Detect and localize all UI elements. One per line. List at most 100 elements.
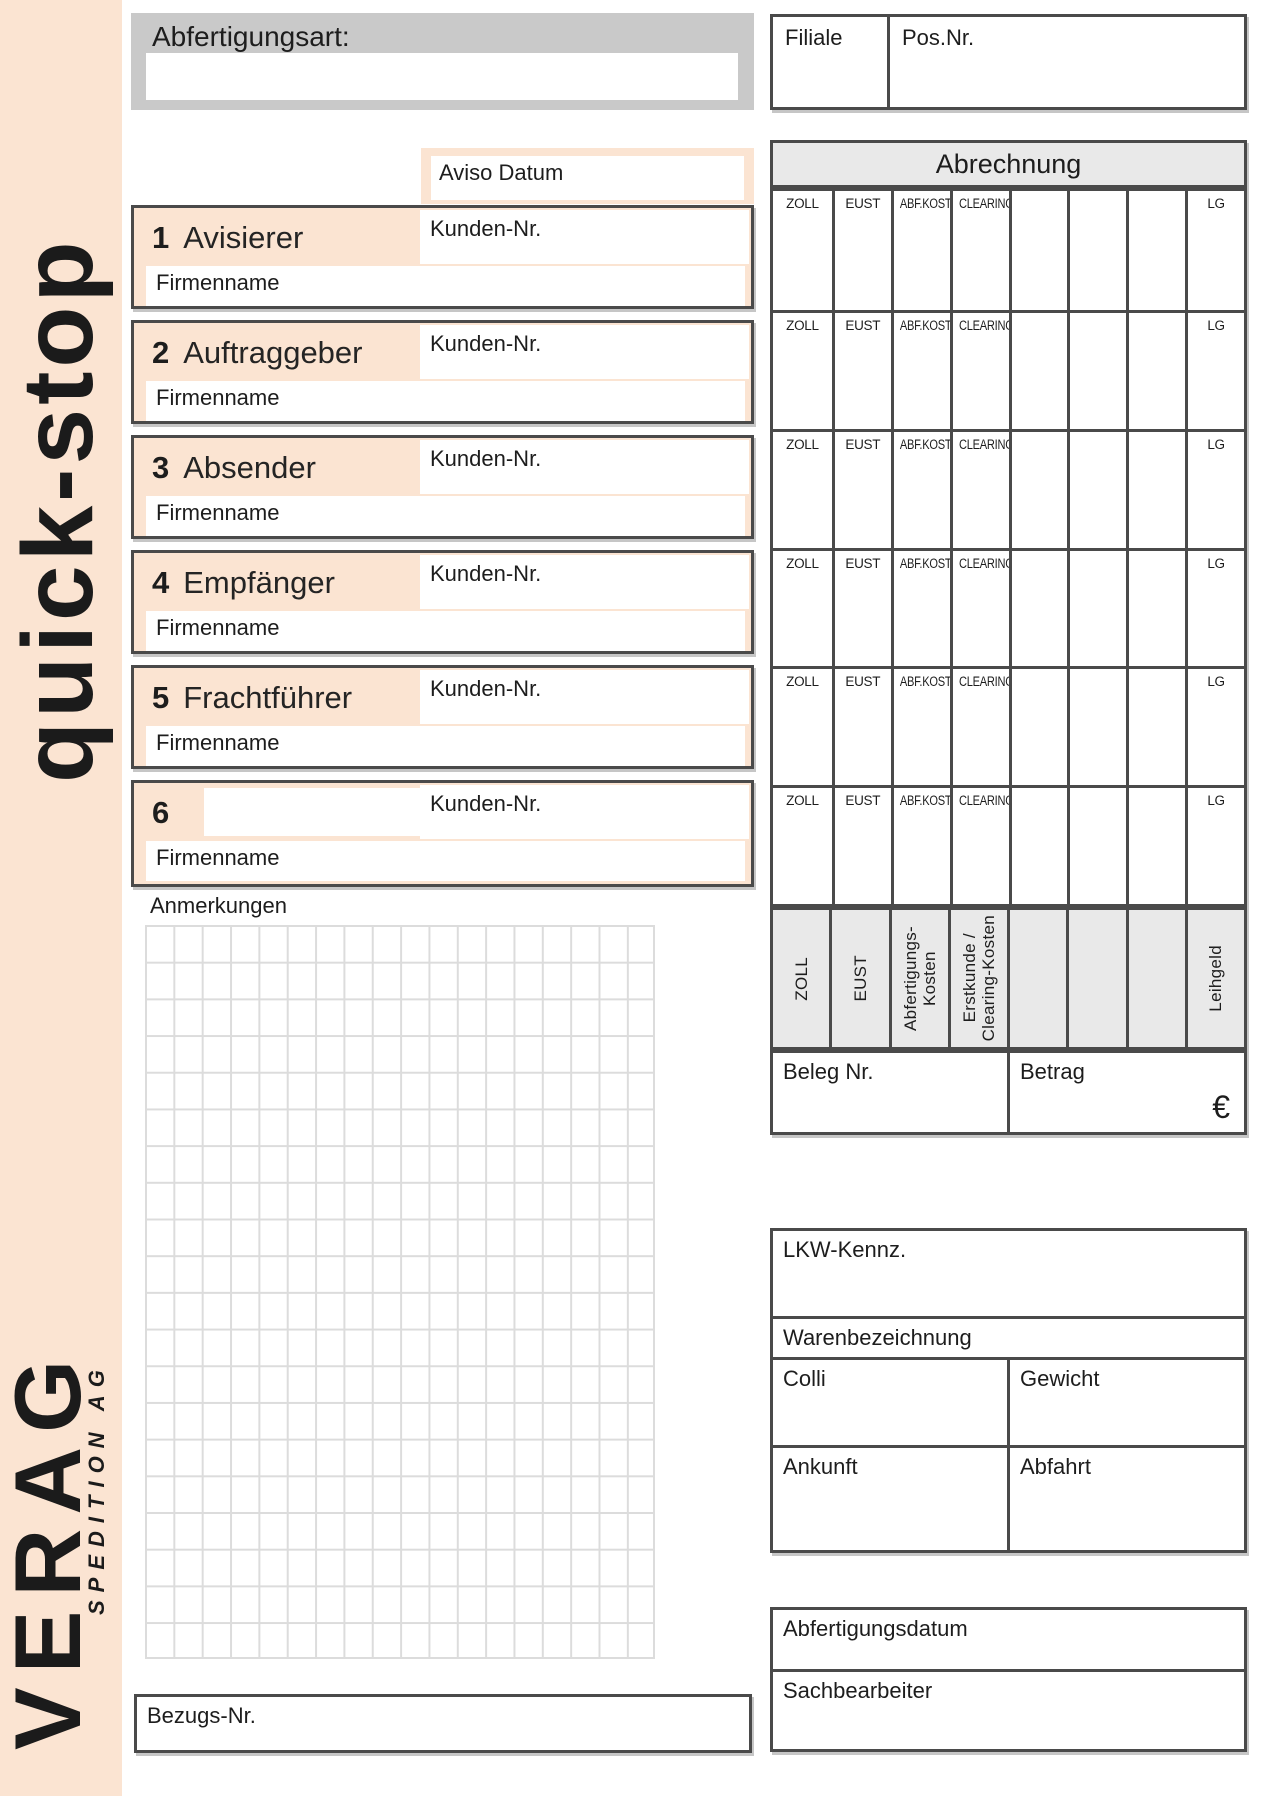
kunden-nr-field-1[interactable]: Kunden-Nr. — [420, 210, 749, 264]
bezugs-nr-label: Bezugs-Nr. — [147, 1703, 256, 1728]
abrechnung-cell-r4-c1[interactable]: ZOLL — [773, 547, 832, 667]
party-number: 3 — [152, 450, 170, 485]
abrechnung-col-header: LG — [1207, 793, 1225, 809]
firmenname-label: Firmenname — [156, 270, 280, 295]
abrechnung-cell-r6-c7[interactable] — [1126, 785, 1186, 904]
abrechnung-cell-r2-c6[interactable] — [1067, 309, 1127, 429]
abrechnung-cell-r6-c6[interactable] — [1067, 785, 1127, 904]
abrechnung-cell-r3-c8[interactable]: LG — [1185, 428, 1244, 548]
abrechnung-cell-r4-c4[interactable]: CLEARING — [949, 547, 1009, 667]
anmerkungen-grid[interactable] — [145, 925, 655, 1659]
betrag-field[interactable]: Betrag € — [1010, 1053, 1244, 1132]
abrechnung-cell-r6-c1[interactable]: ZOLL — [773, 785, 832, 904]
abrechnung-cell-r2-c8[interactable]: LG — [1185, 309, 1244, 429]
gewicht-field[interactable]: Gewicht — [1010, 1360, 1244, 1445]
firmenname-field-4[interactable]: Firmenname — [146, 611, 745, 651]
kunden-nr-label: Kunden-Nr. — [430, 216, 542, 241]
abrechnung-cell-r1-c4[interactable]: CLEARING — [949, 191, 1009, 310]
abrechnung-cell-r3-c6[interactable] — [1067, 428, 1127, 548]
kunden-nr-label: Kunden-Nr. — [430, 791, 542, 816]
abrechnung-cell-r4-c3[interactable]: ABF.KOST. — [890, 547, 950, 667]
abrechnung-cell-r4-c2[interactable]: EUST — [831, 547, 891, 667]
firmenname-field-1[interactable]: Firmenname — [146, 266, 745, 306]
abrechnung-cell-r2-c7[interactable] — [1126, 309, 1186, 429]
abrechnung-cell-r4-c6[interactable] — [1067, 547, 1127, 667]
posnr-field[interactable]: Pos.Nr. — [890, 17, 1244, 107]
abrechnung-cell-r4-c8[interactable]: LG — [1185, 547, 1244, 667]
abrechnung-cell-r1-c1[interactable]: ZOLL — [773, 191, 832, 310]
warenbezeichnung-field[interactable]: Warenbezeichnung — [773, 1319, 1244, 1360]
party-6-type-field[interactable] — [204, 788, 422, 836]
abrechnung-cell-r2-c4[interactable]: CLEARING — [949, 309, 1009, 429]
abrechnung-cell-r1-c6[interactable] — [1067, 191, 1127, 310]
abrechnung-cell-r4-c7[interactable] — [1126, 547, 1186, 667]
party-row-frachtfuehrer: 5 Frachtführer Kunden-Nr. Firmenname — [131, 665, 754, 769]
abrechnung-cell-r1-c8[interactable]: LG — [1185, 191, 1244, 310]
abfertigungsart-input[interactable] — [146, 53, 738, 100]
sachbearbeiter-label: Sachbearbeiter — [783, 1678, 933, 1703]
abrechnung-cell-r2-c2[interactable]: EUST — [831, 309, 891, 429]
sachbearbeiter-field[interactable]: Sachbearbeiter — [773, 1672, 1244, 1749]
abrechnung-col-header: LG — [1207, 555, 1225, 571]
abfahrt-field[interactable]: Abfahrt — [1010, 1448, 1244, 1550]
abrechnung-cell-r2-c3[interactable]: ABF.KOST. — [890, 309, 950, 429]
party-heading: 5 Frachtführer — [152, 680, 352, 716]
abrechnung-cell-r6-c5[interactable] — [1008, 785, 1068, 904]
kunden-nr-label: Kunden-Nr. — [430, 561, 542, 586]
abrechnung-col-header: ABF.KOST. — [899, 196, 950, 211]
colli-field[interactable]: Colli — [773, 1360, 1010, 1445]
kunden-nr-field-4[interactable]: Kunden-Nr. — [420, 555, 749, 609]
abrechnung-col-header: ABF.KOST. — [899, 555, 950, 571]
abrechnung-cell-r5-c7[interactable] — [1126, 666, 1186, 786]
ankunft-field[interactable]: Ankunft — [773, 1448, 1010, 1550]
beleg-nr-field[interactable]: Beleg Nr. — [773, 1053, 1010, 1132]
abrechnung-col-header: ZOLL — [786, 436, 819, 452]
abrechnung-cell-r3-c7[interactable] — [1126, 428, 1186, 548]
kunden-nr-field-2[interactable]: Kunden-Nr. — [420, 325, 749, 379]
abrechnung-col-header: ZOLL — [786, 196, 819, 211]
abrechnung-cell-r1-c7[interactable] — [1126, 191, 1186, 310]
abfertigungsdatum-field[interactable]: Abfertigungsdatum — [773, 1610, 1244, 1672]
abrechnung-cell-r5-c5[interactable] — [1008, 666, 1068, 786]
firmenname-field-6[interactable]: Firmenname — [146, 841, 745, 881]
abrechnung-cell-r1-c5[interactable] — [1008, 191, 1068, 310]
abrechnung-cell-r6-c3[interactable]: ABF.KOST. — [890, 785, 950, 904]
abrechnung-cell-r4-c5[interactable] — [1008, 547, 1068, 667]
kunden-nr-field-3[interactable]: Kunden-Nr. — [420, 440, 749, 494]
abrechnung-cell-r6-c8[interactable]: LG — [1185, 785, 1244, 904]
party-label: Auftraggeber — [183, 335, 363, 370]
vband-label: Erstkunde / Clearing-Kosten — [959, 915, 998, 1042]
abrechnung-cell-r3-c1[interactable]: ZOLL — [773, 428, 832, 548]
abrechnung-cell-r2-c5[interactable] — [1008, 309, 1068, 429]
abrechnung-cell-r2-c1[interactable]: ZOLL — [773, 309, 832, 429]
abrechnung-col-header: CLEARING — [958, 674, 1009, 690]
abrechnung-cell-r3-c2[interactable]: EUST — [831, 428, 891, 548]
abrechnung-cell-r5-c2[interactable]: EUST — [831, 666, 891, 786]
abrechnung-cell-r5-c6[interactable] — [1067, 666, 1127, 786]
abrechnung-cell-r5-c8[interactable]: LG — [1185, 666, 1244, 786]
vband-cell-abfkosten: Abfertigungs- Kosten — [888, 910, 948, 1047]
bezugs-nr-field[interactable]: Bezugs-Nr. — [134, 1694, 752, 1753]
firmenname-field-3[interactable]: Firmenname — [146, 496, 745, 536]
abrechnung-cell-r3-c3[interactable]: ABF.KOST. — [890, 428, 950, 548]
abrechnung-cell-r5-c4[interactable]: CLEARING — [949, 666, 1009, 786]
abrechnung-cell-r5-c3[interactable]: ABF.KOST. — [890, 666, 950, 786]
abrechnung-cell-r3-c4[interactable]: CLEARING — [949, 428, 1009, 548]
kunden-nr-field-5[interactable]: Kunden-Nr. — [420, 670, 749, 724]
abrechnung-cell-r5-c1[interactable]: ZOLL — [773, 666, 832, 786]
abrechnung-cell-r6-c4[interactable]: CLEARING — [949, 785, 1009, 904]
firmenname-field-5[interactable]: Firmenname — [146, 726, 745, 766]
abrechnung-cell-r1-c2[interactable]: EUST — [831, 191, 891, 310]
abrechnung-col-header: EUST — [845, 555, 881, 571]
abrechnung-cell-r3-c5[interactable] — [1008, 428, 1068, 548]
firmenname-field-2[interactable]: Firmenname — [146, 381, 745, 421]
lkw-kennz-label: LKW-Kennz. — [783, 1237, 907, 1262]
vband-cell-blank-3 — [1125, 910, 1185, 1047]
filiale-field[interactable]: Filiale — [773, 17, 890, 107]
lkw-kennz-field[interactable]: LKW-Kennz. — [773, 1231, 1244, 1319]
abrechnung-cell-r6-c2[interactable]: EUST — [831, 785, 891, 904]
aviso-datum-field[interactable]: Aviso Datum — [431, 156, 744, 200]
kunden-nr-field-6[interactable]: Kunden-Nr. — [420, 785, 749, 839]
abrechnung-cell-r1-c3[interactable]: ABF.KOST. — [890, 191, 950, 310]
